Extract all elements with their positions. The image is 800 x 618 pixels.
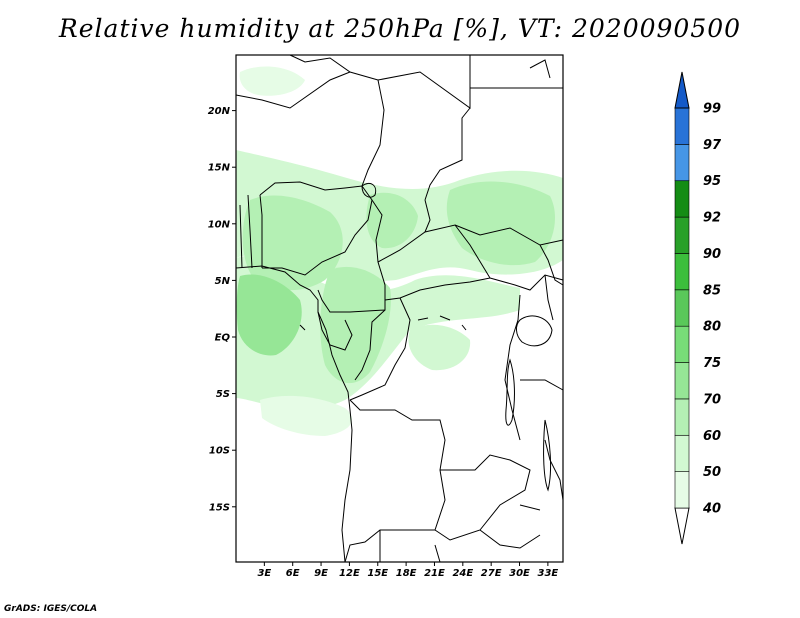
lat-tick-label: 20N xyxy=(208,106,231,117)
border-gabon xyxy=(317,311,353,351)
humidity-area-east-highlands xyxy=(446,181,555,266)
map-frame xyxy=(235,54,564,563)
lake-chad xyxy=(361,182,377,198)
lon-axis: 3E 6E 9E 12E 15E 18E 21E 24E 27E 30E 33E xyxy=(257,562,558,579)
colorbar-segment xyxy=(674,289,690,327)
colorbar-label: 50 xyxy=(703,465,721,480)
lat-tick-label: 15S xyxy=(209,502,230,513)
border-drc xyxy=(349,297,411,401)
border-libya-chad xyxy=(377,55,471,109)
lat-tick-label: 5S xyxy=(216,389,230,400)
humidity-area-north-patch xyxy=(239,66,305,96)
grads-credit: GrADS: IGES/COLA xyxy=(4,604,98,614)
border-zimbabwe xyxy=(479,529,541,549)
colorbar-segment xyxy=(674,362,690,400)
coastline-red-sea xyxy=(529,59,551,79)
lat-tick-label: 10S xyxy=(209,446,230,457)
lon-tick-label: 15E xyxy=(367,568,388,579)
colorbar-label: 99 xyxy=(703,102,721,117)
country-borders xyxy=(235,54,564,563)
colorbar-segment xyxy=(674,180,690,218)
lat-tick-label: 10N xyxy=(208,219,231,230)
colorbar: 40 50 60 70 75 80 85 90 92 95 97 99 xyxy=(674,71,722,545)
border-namibia xyxy=(379,530,441,563)
border-libya-sudan xyxy=(424,107,471,201)
humidity-area-gulf xyxy=(236,274,302,356)
border-zambia xyxy=(434,454,531,541)
lon-tick-label: 12E xyxy=(339,568,360,579)
colorbar-segment xyxy=(674,471,690,509)
border-algeria-libya xyxy=(289,54,379,81)
colorbar-label: 85 xyxy=(703,283,721,298)
humidity-shading xyxy=(236,66,563,436)
lake-tanganyika xyxy=(505,358,515,426)
humidity-area-chad xyxy=(366,192,418,249)
lat-tick-label: 5N xyxy=(215,276,231,287)
humidity-area-angola-patch xyxy=(260,395,353,436)
colorbar-label: 70 xyxy=(703,392,721,407)
lon-tick-label: 6E xyxy=(286,568,300,579)
colorbar-label: 60 xyxy=(703,429,721,444)
colorbar-segment xyxy=(674,253,690,291)
border-chad-niger xyxy=(361,79,385,187)
colorbar-label: 80 xyxy=(703,320,721,335)
humidity-area-central xyxy=(320,266,391,384)
colorbar-upper-extension xyxy=(674,71,690,109)
border-togo-ghana xyxy=(239,194,253,269)
lon-tick-label: 21E xyxy=(424,568,445,579)
colorbar-segment xyxy=(674,144,690,182)
lon-tick-label: 24E xyxy=(452,568,473,579)
border-south-sudan-south xyxy=(489,274,564,291)
colorbar-label: 75 xyxy=(703,356,721,371)
border-malawi xyxy=(544,439,564,501)
lat-tick-label: 15N xyxy=(208,163,231,174)
colorbar-segment xyxy=(674,434,690,472)
border-cameroon xyxy=(317,199,386,313)
colorbar-label: 97 xyxy=(703,138,722,153)
colorbar-segment xyxy=(674,216,690,254)
colorbar-segment xyxy=(674,107,690,145)
border-kenya xyxy=(544,274,554,321)
border-congo xyxy=(354,309,386,381)
lat-tick-label: EQ xyxy=(215,333,231,344)
humidity-area-cameroon xyxy=(242,195,343,291)
lat-axis: 20N 15N 10N 5N EQ 5S 10S 15S xyxy=(208,106,236,513)
border-nigeria xyxy=(259,181,373,276)
humidity-area-congo-patch xyxy=(408,324,471,371)
border-tanzania xyxy=(520,379,564,391)
lake-victoria xyxy=(516,315,553,347)
border-ethiopia xyxy=(539,244,564,286)
border-chad-sudan xyxy=(424,199,431,233)
lon-tick-label: 18E xyxy=(396,568,417,579)
colorbar-segment xyxy=(674,325,690,363)
colorbar-segment xyxy=(674,398,690,436)
lon-tick-label: 3E xyxy=(257,568,271,579)
map-title: Relative humidity at 250hPa [%], VT: 202… xyxy=(58,14,742,43)
coastline-gulf-guinea xyxy=(235,265,353,563)
border-south-sudan xyxy=(454,224,564,246)
lon-tick-label: 9E xyxy=(314,568,328,579)
small-lakes xyxy=(299,315,541,511)
border-benin xyxy=(259,194,263,268)
colorbar-label: 95 xyxy=(703,174,721,189)
colorbar-label: 90 xyxy=(703,247,721,262)
lon-tick-label: 27E xyxy=(481,568,502,579)
border-niger-north xyxy=(235,71,351,109)
map-panel: 20N 15N 10N 5N EQ 5S 10S 15S 3E 6E 9E 12E 15E 18E 21E… xyxy=(208,54,564,579)
lon-tick-label: 33E xyxy=(538,568,559,579)
colorbar-label: 40 xyxy=(702,502,721,517)
colorbar-lower-extension xyxy=(674,507,690,545)
lake-malawi xyxy=(543,419,552,492)
colorbar-label: 92 xyxy=(703,211,721,226)
lon-tick-label: 30E xyxy=(509,568,530,579)
